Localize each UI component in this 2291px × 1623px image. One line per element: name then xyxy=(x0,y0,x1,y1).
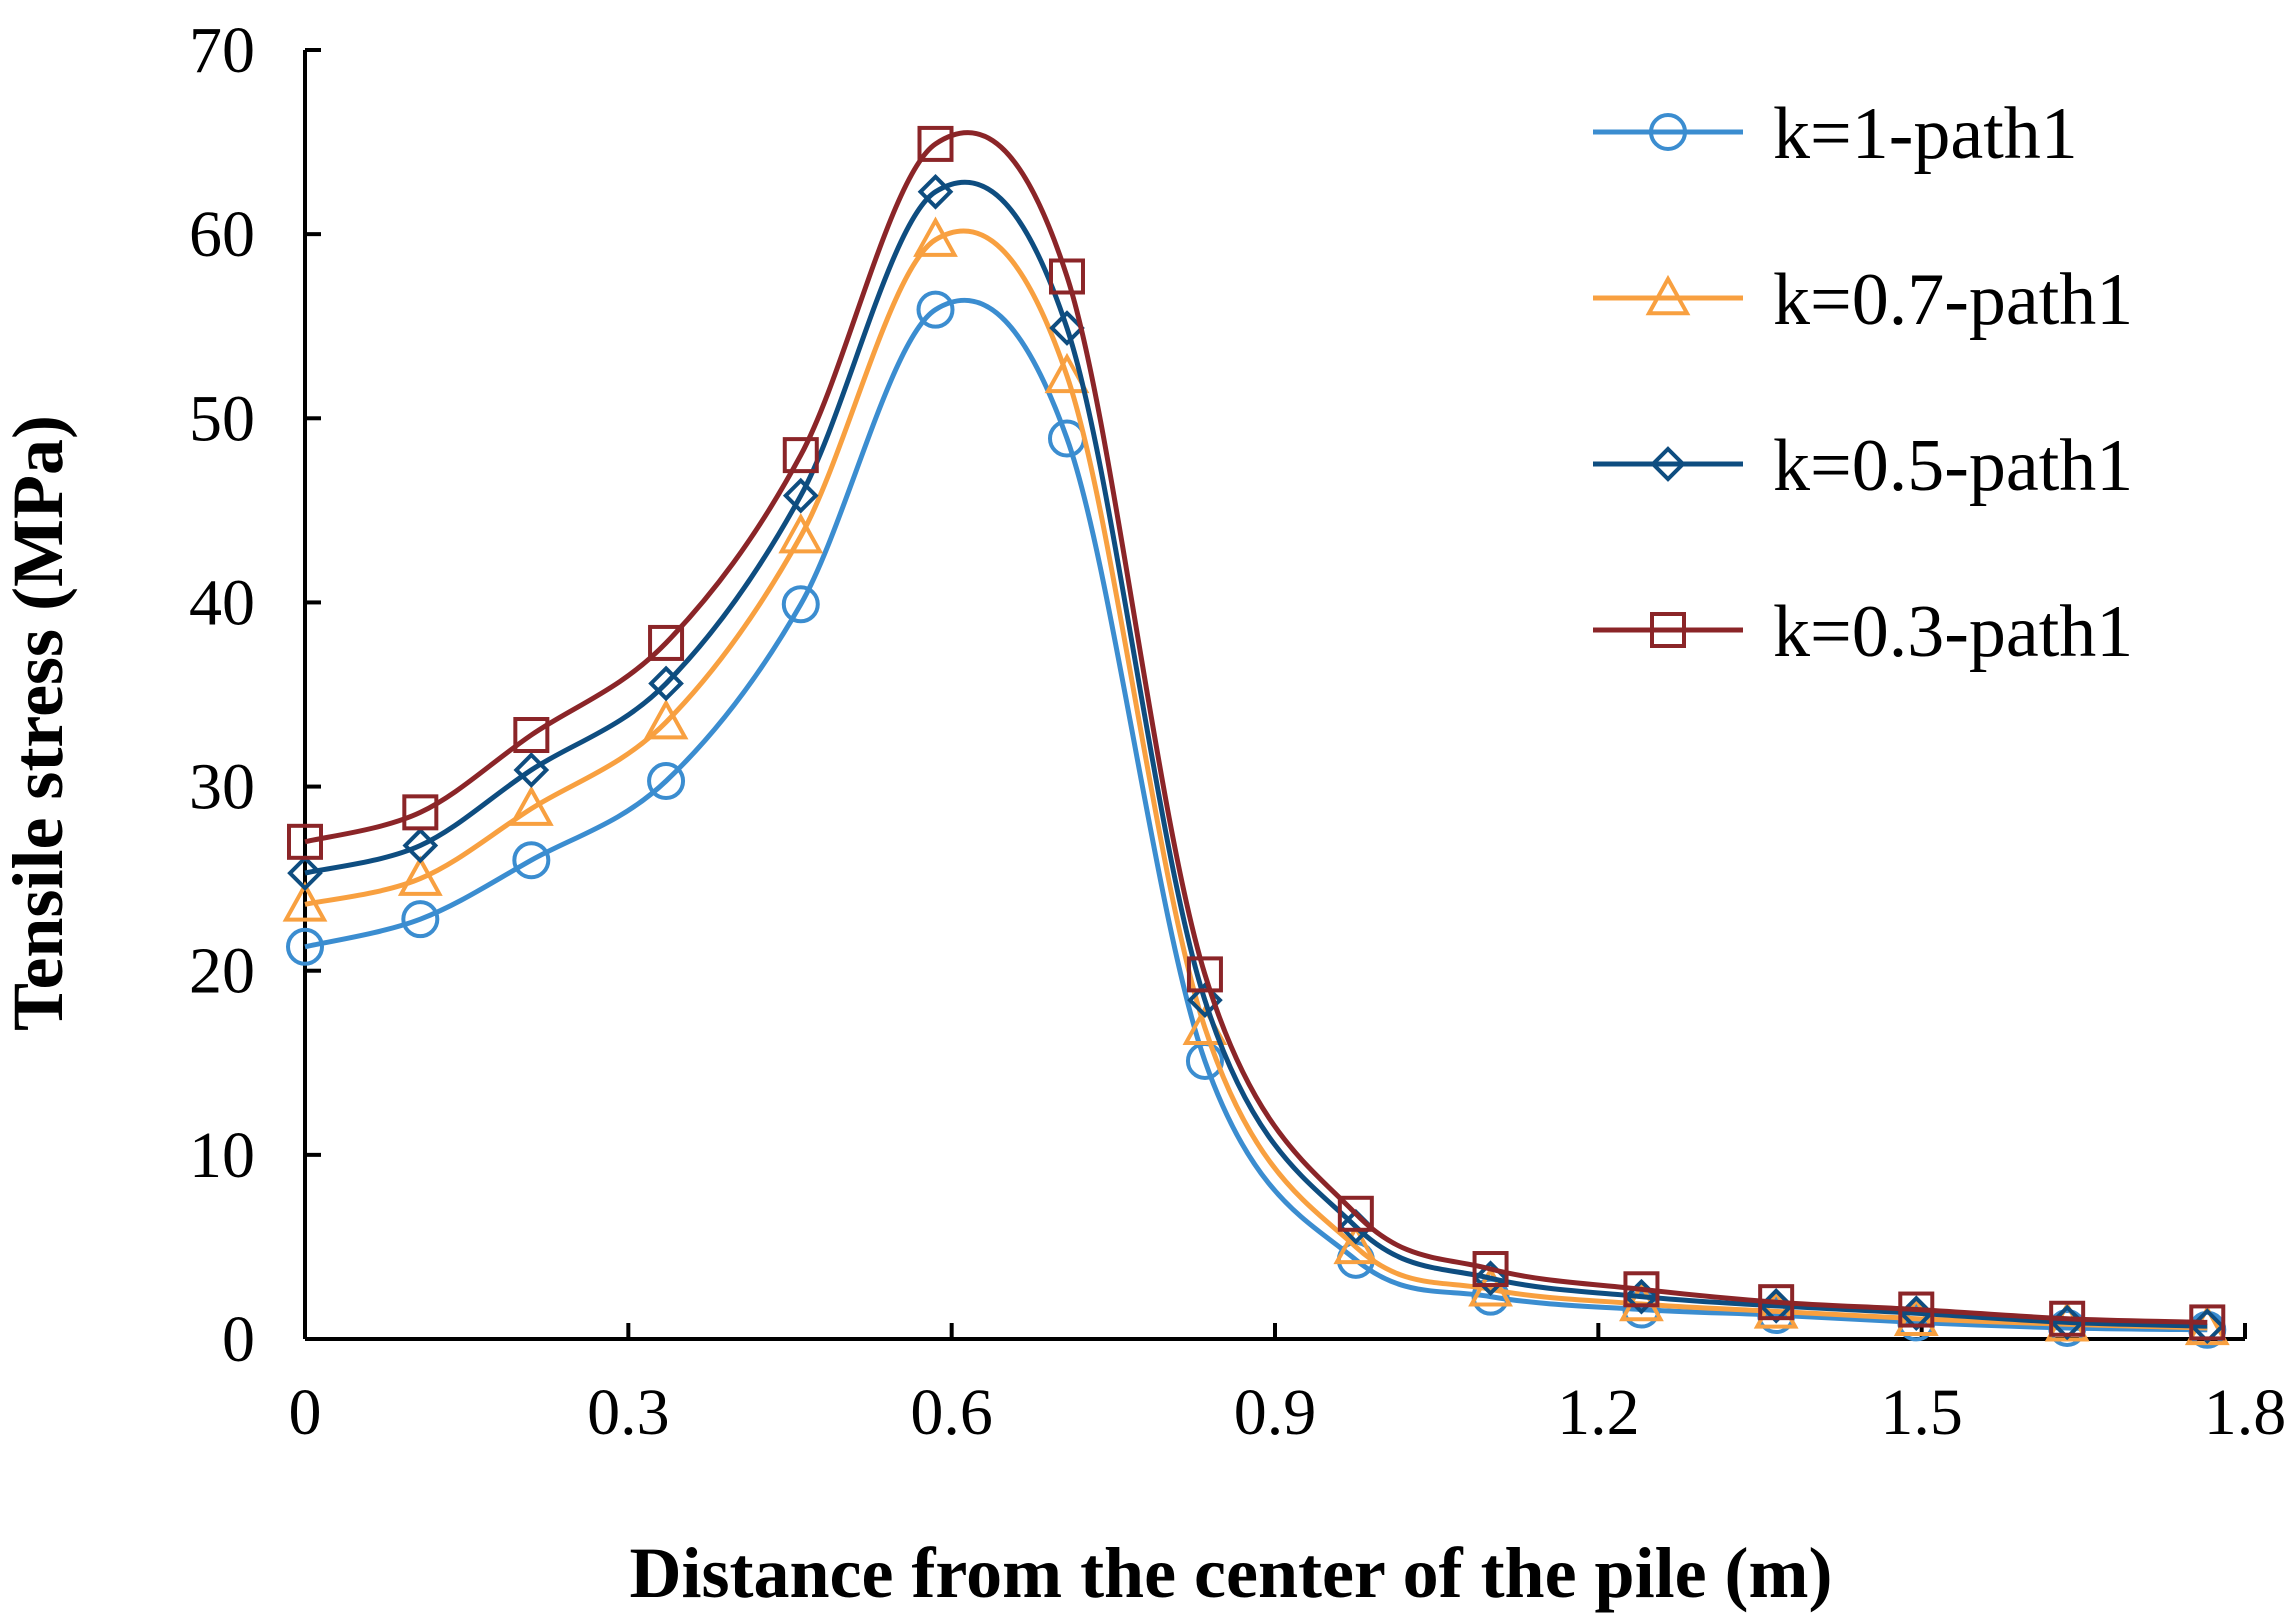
data-point xyxy=(513,752,550,788)
data-point xyxy=(778,513,824,554)
series-line xyxy=(304,228,2208,1331)
legend-marker xyxy=(1649,113,1687,151)
y-tick-label: 20 xyxy=(189,935,255,1008)
data-point xyxy=(1898,1291,1935,1328)
data-point xyxy=(917,173,954,210)
tick-labels: 0 10 20 30 40 50 60 70 0 0.3 0.6 0.9 1.2 1.5 1.8 xyxy=(189,14,2286,1449)
series-layer xyxy=(282,125,2230,1349)
data-point xyxy=(1337,1195,1374,1232)
data-point xyxy=(508,785,554,826)
x-axis-title: Distance from the center of the pile (m) xyxy=(630,1533,1833,1613)
data-point xyxy=(643,699,689,740)
legend-marker xyxy=(1645,274,1691,316)
data-point xyxy=(287,823,323,860)
legend-entry: k=0.3-path1 xyxy=(1593,591,2133,673)
series-line xyxy=(304,297,2208,1333)
y-axis-title: Tensile stress (MPa) xyxy=(0,415,78,1031)
data-point xyxy=(286,927,324,966)
data-point xyxy=(2049,1300,2086,1337)
data-point xyxy=(1333,1223,1379,1265)
data-point xyxy=(1186,956,1223,993)
x-tick-label: 1.5 xyxy=(1880,1376,1963,1449)
data-point xyxy=(402,827,439,864)
data-point xyxy=(402,794,439,831)
data-point xyxy=(512,841,551,880)
data-point xyxy=(647,762,686,801)
data-point xyxy=(917,125,954,162)
data-point xyxy=(1472,1251,1509,1288)
x-tick-label: 0.9 xyxy=(1234,1376,1317,1449)
x-tick-label: 1.2 xyxy=(1557,1376,1640,1449)
data-point xyxy=(1044,352,1090,394)
series-square xyxy=(287,125,2226,1341)
series-triangle xyxy=(282,216,2230,1346)
legend-entry: k=1-path1 xyxy=(1593,93,2078,175)
data-point xyxy=(1048,258,1085,295)
legend-label: k=0.7-path1 xyxy=(1773,259,2133,341)
legend-label: k=0.5-path1 xyxy=(1773,425,2133,507)
data-point xyxy=(513,717,550,754)
data-point xyxy=(1187,982,1223,1019)
y-tick-label: 60 xyxy=(189,198,255,271)
legend: k=1-path1 k=0.7-path1 k=0.5-path1 k=0.3-pat… xyxy=(1593,93,2133,673)
data-point xyxy=(401,900,440,939)
legend-label: k=0.3-path1 xyxy=(1773,591,2133,673)
legend-marker xyxy=(1650,446,1686,482)
series-line xyxy=(304,130,2208,1325)
legend-label: k=1-path1 xyxy=(1773,93,2078,175)
data-point xyxy=(1622,1290,1661,1329)
data-point xyxy=(648,665,684,702)
y-tick-label: 30 xyxy=(189,751,255,824)
data-point xyxy=(1049,310,1085,346)
data-point xyxy=(287,855,323,891)
x-tick-label: 0.3 xyxy=(587,1376,670,1449)
x-tick-label: 0 xyxy=(289,1376,322,1449)
data-point xyxy=(782,477,819,514)
legend-entry: k=0.5-path1 xyxy=(1593,425,2133,507)
y-tick-label: 70 xyxy=(189,14,255,87)
legend-marker xyxy=(1650,612,1686,648)
y-tick-label: 0 xyxy=(222,1303,255,1376)
data-point xyxy=(782,437,819,474)
data-point xyxy=(1758,1284,1795,1321)
y-tick-label: 50 xyxy=(189,382,255,455)
data-point xyxy=(2189,1304,2226,1341)
data-point xyxy=(282,881,328,922)
data-point xyxy=(1468,1266,1513,1307)
y-tick-label: 40 xyxy=(189,566,255,639)
legend-entry: k=0.7-path1 xyxy=(1593,259,2133,341)
data-point xyxy=(913,216,958,257)
data-point xyxy=(1623,1271,1660,1308)
y-tick-label: 10 xyxy=(189,1119,255,1192)
x-tick-label: 1.8 xyxy=(2204,1376,2287,1449)
x-tick-label: 0.6 xyxy=(910,1376,993,1449)
data-point xyxy=(648,624,685,661)
series-line xyxy=(304,179,2208,1329)
data-point xyxy=(916,290,955,329)
data-point xyxy=(781,585,820,624)
data-point xyxy=(397,855,443,896)
